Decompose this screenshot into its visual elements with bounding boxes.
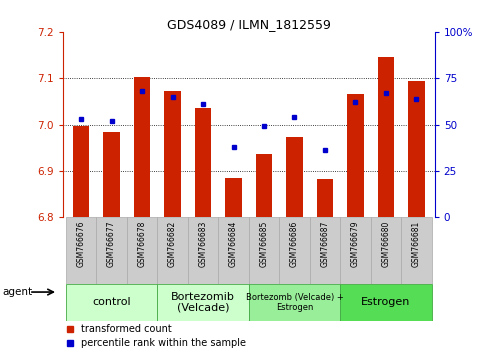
Text: GSM766682: GSM766682 [168, 221, 177, 267]
Bar [249, 284, 340, 321]
Bar [103, 132, 120, 217]
Bar [127, 217, 157, 284]
Bar [188, 217, 218, 284]
Bar [401, 217, 432, 284]
Bar [134, 77, 150, 217]
Text: GSM766687: GSM766687 [320, 221, 329, 267]
Bar [310, 217, 340, 284]
Title: GDS4089 / ILMN_1812559: GDS4089 / ILMN_1812559 [167, 18, 331, 31]
Text: control: control [92, 297, 131, 307]
Text: GSM766680: GSM766680 [382, 221, 390, 267]
Bar [408, 81, 425, 217]
Text: GSM766686: GSM766686 [290, 221, 299, 267]
Bar [66, 284, 157, 321]
Text: GSM766677: GSM766677 [107, 221, 116, 267]
Bar [66, 217, 96, 284]
Bar [157, 217, 188, 284]
Text: GSM766679: GSM766679 [351, 221, 360, 267]
Bar [279, 217, 310, 284]
Bar [164, 91, 181, 217]
Bar [347, 95, 364, 217]
Bar [73, 126, 89, 217]
Bar [340, 217, 370, 284]
Text: agent: agent [2, 287, 32, 297]
Bar [286, 137, 303, 217]
Bar [340, 284, 432, 321]
Text: GSM766676: GSM766676 [77, 221, 85, 267]
Bar [218, 217, 249, 284]
Text: GSM766684: GSM766684 [229, 221, 238, 267]
Text: Bortezomib
(Velcade): Bortezomib (Velcade) [171, 292, 235, 313]
Bar [316, 179, 333, 217]
Text: GSM766683: GSM766683 [199, 221, 208, 267]
Text: GSM766678: GSM766678 [138, 221, 146, 267]
Bar [370, 217, 401, 284]
Bar [249, 217, 279, 284]
Text: percentile rank within the sample: percentile rank within the sample [81, 338, 246, 348]
Text: transformed count: transformed count [81, 324, 172, 334]
Text: GSM766681: GSM766681 [412, 221, 421, 267]
Bar [96, 217, 127, 284]
Bar [157, 284, 249, 321]
Bar [256, 154, 272, 217]
Bar [195, 108, 212, 217]
Text: Bortezomb (Velcade) +
Estrogen: Bortezomb (Velcade) + Estrogen [245, 293, 343, 312]
Bar [225, 178, 242, 217]
Text: GSM766685: GSM766685 [259, 221, 269, 267]
Bar [378, 57, 394, 217]
Text: Estrogen: Estrogen [361, 297, 411, 307]
